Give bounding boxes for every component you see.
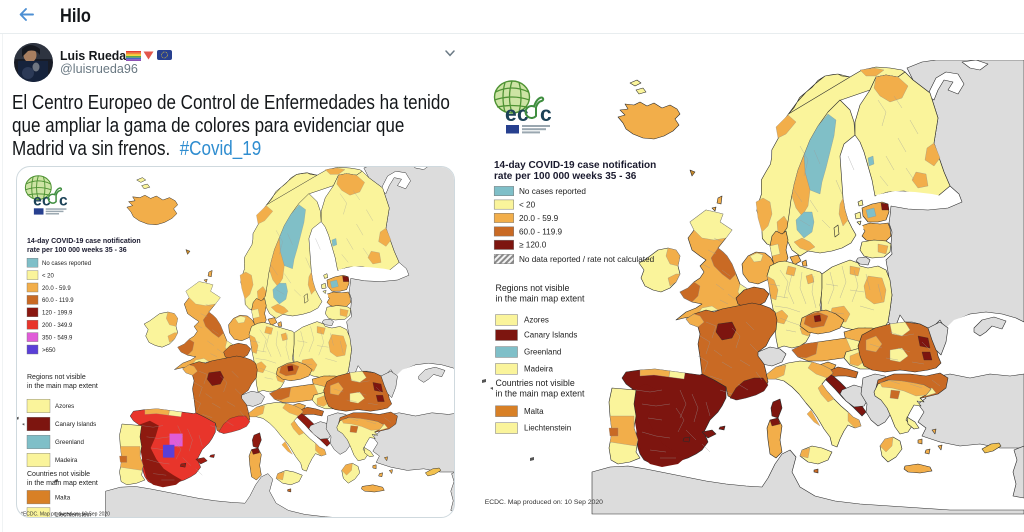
svg-text:Countries not visible: Countries not visible: [496, 378, 575, 388]
svg-text:rate per 100 000 weeks 35 - 36: rate per 100 000 weeks 35 - 36: [27, 247, 127, 254]
svg-text:< 20: < 20: [42, 273, 55, 279]
svg-text:Malta: Malta: [55, 494, 71, 501]
svg-text:Regions not visible: Regions not visible: [27, 374, 86, 381]
svg-text:20.0 - 59.9: 20.0 - 59.9: [519, 214, 559, 223]
svg-text:in the main map extent: in the main map extent: [27, 383, 98, 390]
svg-text:in the main map extent: in the main map extent: [27, 480, 98, 487]
svg-text:No cases reported: No cases reported: [42, 261, 91, 267]
svg-text:*ECDC. Map produced on: 10 Sep: *ECDC. Map produced on: 10 Sep 2020: [21, 512, 110, 518]
svg-text:Madeira: Madeira: [524, 365, 553, 374]
svg-text:350 - 549.9: 350 - 549.9: [42, 335, 73, 341]
svg-text:ECDC. Map produced on: 10 Sep: ECDC. Map produced on: 10 Sep 2020: [485, 499, 603, 506]
svg-text:>650: >650: [42, 348, 56, 354]
svg-text:Madeira: Madeira: [55, 457, 78, 464]
svg-text:< 20: < 20: [519, 200, 536, 209]
svg-text:No cases reported: No cases reported: [519, 187, 586, 196]
svg-text:Greenland: Greenland: [524, 348, 561, 357]
svg-text:Liechtenstein: Liechtenstein: [55, 512, 92, 518]
svg-text:rate per 100 000 weeks 35 - 36: rate per 100 000 weeks 35 - 36: [494, 171, 637, 182]
svg-text:Azores: Azores: [55, 403, 74, 410]
svg-text:in the main map extent: in the main map extent: [496, 294, 586, 304]
svg-text:Greenland: Greenland: [55, 439, 84, 446]
svg-text:Canary Islands: Canary Islands: [524, 331, 577, 340]
svg-text:14-day COVID-19 case notificat: 14-day COVID-19 case notification: [494, 160, 656, 171]
svg-text:≥ 120.0: ≥ 120.0: [519, 241, 547, 250]
svg-text:200 - 349.9: 200 - 349.9: [42, 323, 73, 329]
svg-text:No data reported / rate not ca: No data reported / rate not calculated: [519, 255, 655, 264]
svg-text:60.0 - 119.9: 60.0 - 119.9: [519, 227, 563, 236]
svg-text:Canary Islands: Canary Islands: [55, 421, 96, 428]
svg-text:60.0 - 119.9: 60.0 - 119.9: [42, 298, 74, 304]
svg-text:Liechtenstein: Liechtenstein: [524, 424, 571, 433]
svg-text:in the main map extent: in the main map extent: [496, 389, 586, 399]
svg-text:20.0 - 59.9: 20.0 - 59.9: [42, 286, 71, 292]
svg-text:14-day COVID-19 case notificat: 14-day COVID-19 case notification: [27, 238, 141, 245]
svg-text:Azores: Azores: [524, 316, 549, 325]
svg-text:120 - 199.9: 120 - 199.9: [42, 311, 73, 317]
svg-text:Regions not visible: Regions not visible: [496, 283, 570, 293]
svg-text:Malta: Malta: [524, 407, 544, 416]
svg-text:Countries not visible: Countries not visible: [27, 471, 90, 478]
